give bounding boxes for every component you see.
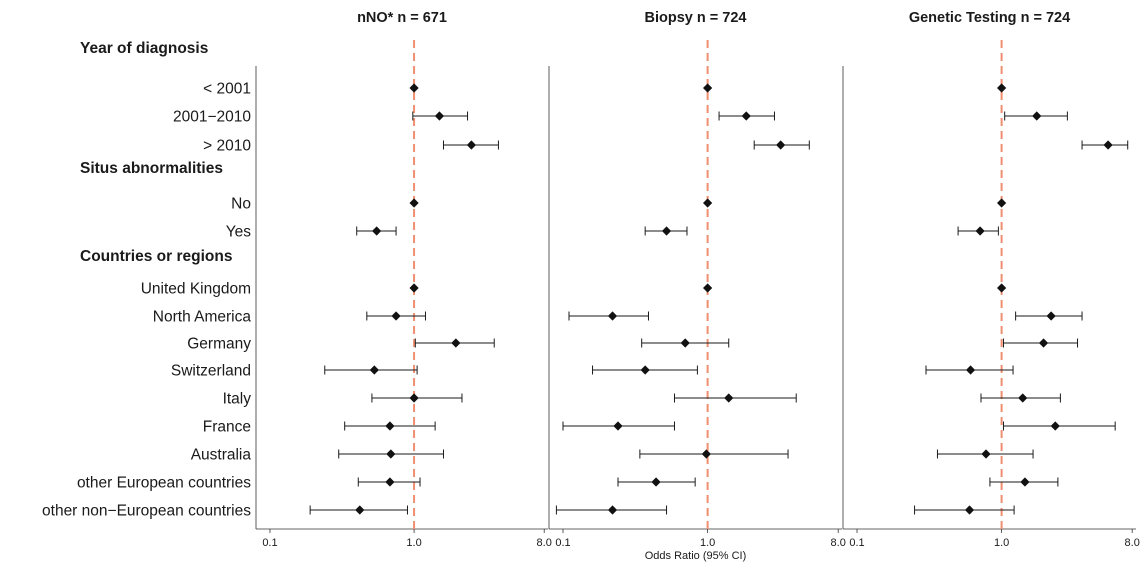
- point-estimate: [701, 449, 711, 459]
- point-estimate: [1050, 421, 1060, 431]
- point-estimate: [391, 311, 401, 321]
- point-estimate: [1018, 393, 1028, 403]
- x-tick-label: 1.0: [406, 537, 421, 549]
- point-estimate: [607, 505, 618, 515]
- panel-title: nNO* n = 671: [357, 10, 447, 26]
- point-estimate: [640, 365, 650, 375]
- point-estimate: [703, 198, 713, 208]
- row-label: Italy: [223, 391, 252, 408]
- row-label: No: [231, 196, 251, 213]
- row-label: < 2001: [203, 81, 251, 98]
- point-estimate: [724, 393, 734, 403]
- x-tick-label: 1.0: [994, 537, 1009, 549]
- point-estimate: [613, 421, 623, 431]
- point-estimate: [661, 226, 672, 236]
- point-estimate: [607, 311, 618, 321]
- point-estimate: [409, 198, 419, 208]
- x-tick-label: 8.0: [831, 537, 846, 549]
- point-estimate: [997, 283, 1007, 293]
- point-estimate: [369, 365, 379, 375]
- row-label: other European countries: [77, 475, 251, 492]
- point-estimate: [1020, 477, 1030, 487]
- group-title: Countries or regions: [80, 248, 232, 265]
- point-estimate: [409, 83, 419, 93]
- row-label: Australia: [191, 447, 252, 464]
- point-estimate: [385, 421, 395, 431]
- row-label: Switzerland: [171, 363, 251, 380]
- point-estimate: [1103, 140, 1113, 150]
- x-tick-label: 0.1: [849, 537, 864, 549]
- point-estimate: [997, 198, 1007, 208]
- row-label: other non−European countries: [42, 503, 251, 520]
- point-estimate: [466, 140, 477, 150]
- point-estimate: [1032, 111, 1042, 121]
- point-estimate: [776, 140, 786, 150]
- group-title: Situs abnormalities: [80, 160, 223, 177]
- point-estimate: [1038, 338, 1049, 348]
- row-label: 2001−2010: [173, 109, 251, 126]
- point-estimate: [409, 393, 419, 403]
- point-estimate: [409, 283, 419, 293]
- point-estimate: [1046, 311, 1056, 321]
- point-estimate: [355, 505, 365, 515]
- panel-title: Genetic Testing n = 724: [909, 10, 1070, 26]
- x-tick-label: 1.0: [700, 537, 715, 549]
- x-axis-title: Odds Ratio (95% CI): [645, 550, 746, 562]
- x-tick-label: 0.1: [555, 537, 570, 549]
- point-estimate: [434, 111, 445, 121]
- point-estimate: [965, 365, 976, 375]
- x-tick-label: 0.1: [262, 537, 277, 549]
- x-tick-label: 8.0: [537, 537, 552, 549]
- row-label: North America: [153, 309, 252, 326]
- point-estimate: [451, 338, 461, 348]
- row-label: > 2010: [203, 138, 251, 155]
- row-label: Germany: [187, 336, 251, 353]
- panel-title: Biopsy n = 724: [645, 10, 747, 26]
- point-estimate: [964, 505, 975, 515]
- x-tick-label: 8.0: [1125, 537, 1140, 549]
- point-estimate: [975, 226, 985, 236]
- point-estimate: [997, 83, 1007, 93]
- row-label: France: [203, 419, 251, 436]
- point-estimate: [703, 83, 713, 93]
- point-estimate: [651, 477, 661, 487]
- point-estimate: [981, 449, 991, 459]
- point-estimate: [385, 477, 395, 487]
- point-estimate: [386, 449, 396, 459]
- row-label: Yes: [226, 224, 252, 241]
- point-estimate: [372, 226, 382, 236]
- row-label: United Kingdom: [141, 281, 251, 298]
- point-estimate: [680, 338, 690, 348]
- point-estimate: [703, 283, 713, 293]
- group-title: Year of diagnosis: [80, 40, 208, 57]
- point-estimate: [741, 111, 751, 121]
